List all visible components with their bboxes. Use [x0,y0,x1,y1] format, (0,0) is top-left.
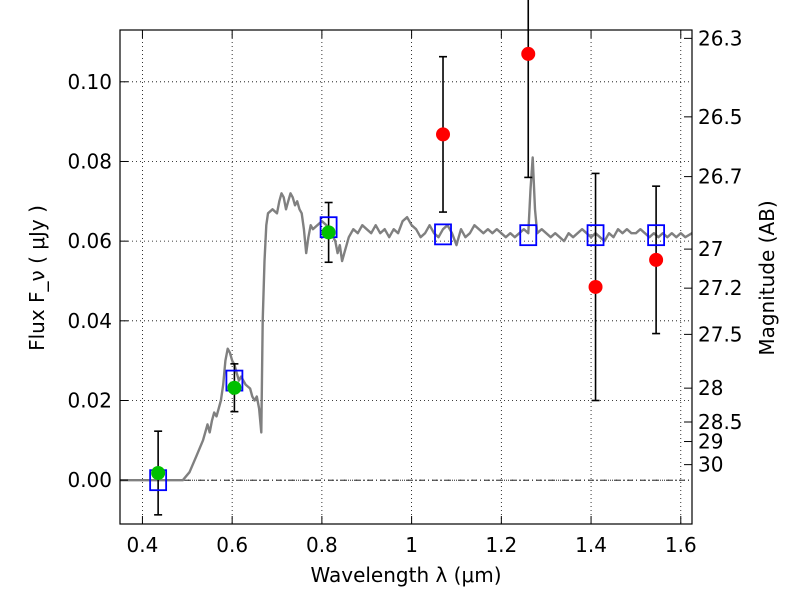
magnitude-tick-label: 26.7 [698,165,743,189]
data-point [321,225,336,240]
data-point [151,466,166,481]
data-point [436,127,451,142]
x-tick-label: 1 [405,533,418,557]
x-tick-label: 1.6 [665,533,697,557]
x-tick-label: 1.2 [485,533,517,557]
x-tick-label: 0.6 [216,533,248,557]
model-photometry-point [647,224,666,247]
x-axis-title: Wavelength λ (μm) [310,563,501,587]
x-tick-labels: 0.4 0.6 0.8 1 1.2 1.4 1.6 [127,533,697,557]
magnitude-tick-label: 27 [698,237,723,261]
data-point [588,279,603,294]
data-point [649,252,664,267]
magnitude-tick-label: 26.5 [698,105,743,129]
magnitude-tick-label: 29 [698,430,723,454]
plot-frame [119,29,693,525]
spectrum-line [120,156,693,482]
magnitude-tick-label: 27.5 [698,322,743,346]
y-tick-label: 0.08 [67,149,112,173]
magnitude-tick-label: 30 [698,453,723,477]
plot-background [120,30,692,524]
observed-points [151,46,664,481]
y-tick-labels: 0.00 0.02 0.04 0.06 0.08 0.10 [67,70,112,492]
x-tick-label: 1.4 [575,533,607,557]
y-tick-label: 0.00 [67,468,112,492]
magnitude-tick-label: 26.3 [698,26,743,50]
model-photometry-point [586,224,605,247]
model-photometry-point [434,223,452,246]
y-axis-title: Flux F_ν ( μJy ) [25,205,49,351]
axis-ticks [120,30,692,524]
magnitude-tick-label: 28.5 [698,410,743,434]
data-point [521,46,536,61]
magnitude-tick-label: 28 [698,376,723,400]
y-tick-label: 0.06 [67,229,112,253]
model-photometry-squares [149,216,666,492]
y-axis-right-title: Magnitude (AB) [755,200,779,355]
y-tick-label: 0.04 [67,309,112,333]
y-tick-label: 0.02 [67,389,112,413]
model-spectrum [120,156,693,482]
x-tick-label: 0.4 [127,533,159,557]
x-tick-label: 0.8 [306,533,338,557]
data-point [227,380,242,395]
y-tick-label: 0.10 [67,70,112,94]
magnitude-tick-label: 27.2 [698,276,743,300]
model-photometry-point [519,224,538,247]
